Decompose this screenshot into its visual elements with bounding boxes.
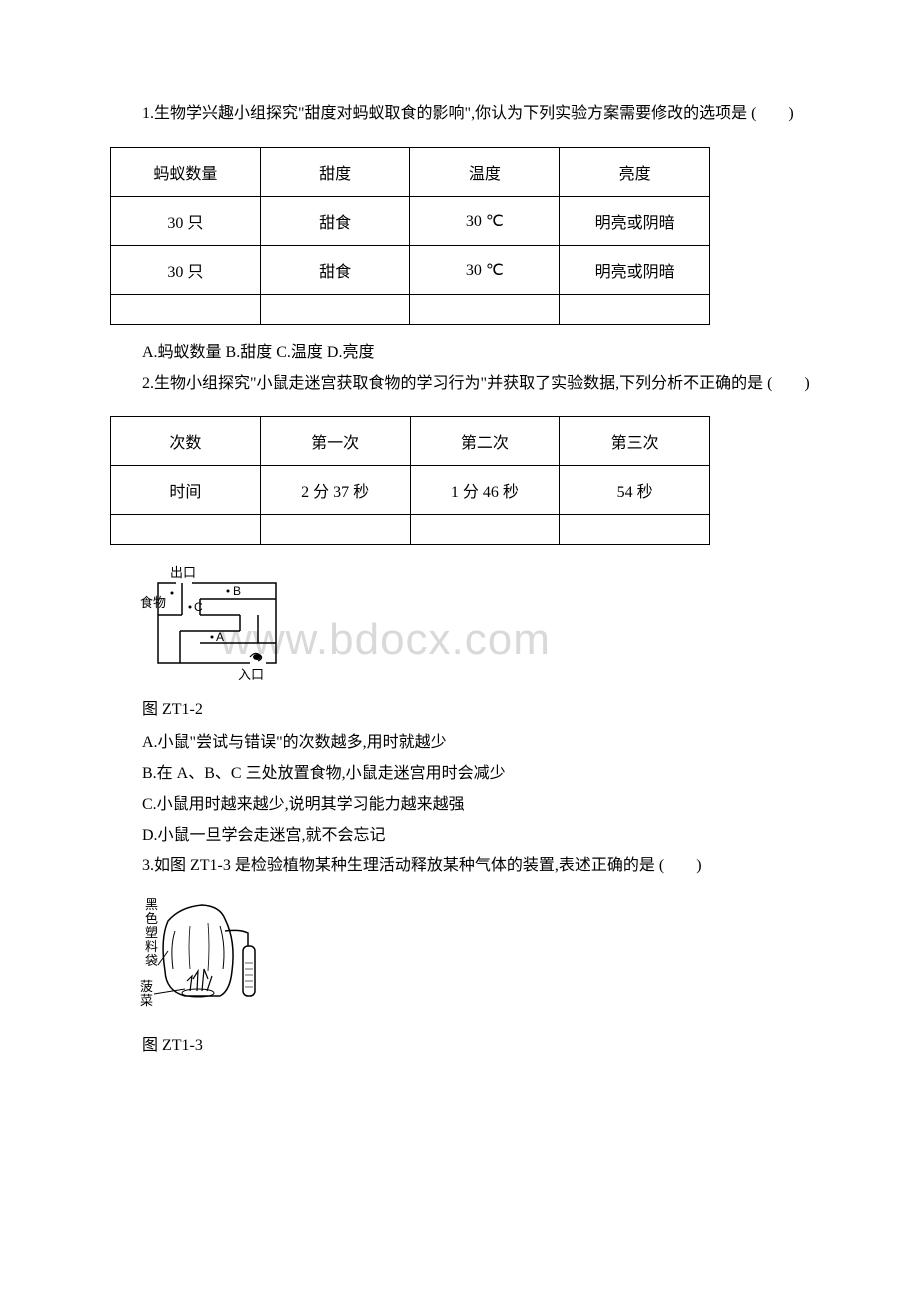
maze-exit-label: 出口 <box>170 565 196 580</box>
maze-dot <box>211 636 214 639</box>
question-2-table: 次数 第一次 第二次 第三次 时间 2 分 37 秒 1 分 46 秒 54 秒 <box>110 416 710 545</box>
maze-dot <box>171 592 174 595</box>
table-cell: 30 ℃ <box>410 245 560 294</box>
document-content: 1.生物学兴趣小组探究"甜度对蚂蚁取食的影响",你认为下列实验方案需要修改的选项… <box>110 100 810 1061</box>
table-cell: 30 ℃ <box>410 196 560 245</box>
table-cell <box>410 515 560 545</box>
maze-point-c: C <box>194 600 203 614</box>
table-cell: 第三次 <box>560 417 710 466</box>
bag-label-2: 色 <box>145 911 158 926</box>
tube-connector <box>225 931 248 947</box>
table-cell: 30 只 <box>111 196 261 245</box>
table-row: 时间 2 分 37 秒 1 分 46 秒 54 秒 <box>111 466 710 515</box>
question-1-options: A.蚂蚁数量 B.甜度 C.温度 D.亮度 <box>110 339 810 368</box>
maze-food-label: 食物 <box>140 595 166 610</box>
table-cell: 甜食 <box>260 245 410 294</box>
question-2-option-b: B.在 A、B、C 三处放置食物,小鼠走迷宫用时会减少 <box>110 760 810 789</box>
table-cell <box>260 294 410 324</box>
table-cell <box>560 294 710 324</box>
bag-label-3: 塑 <box>145 925 158 940</box>
question-1-text: 1.生物学兴趣小组探究"甜度对蚂蚁取食的影响",你认为下列实验方案需要修改的选项… <box>110 100 810 129</box>
spinach-plant <box>187 969 212 991</box>
spinach-label-2: 菜 <box>140 993 153 1008</box>
plant-apparatus-figure: 黑 色 塑 料 袋 菠 菜 <box>140 891 290 1021</box>
bag-fold <box>172 931 175 969</box>
table-cell: 温度 <box>410 147 560 196</box>
table-cell: 30 只 <box>111 245 261 294</box>
table-cell: 明亮或阴暗 <box>560 196 710 245</box>
question-1-table: 蚂蚁数量 甜度 温度 亮度 30 只 甜食 30 ℃ 明亮或阴暗 30 只 甜食… <box>110 147 710 325</box>
table-row <box>111 294 710 324</box>
figure-1-caption: 图 ZT1-2 <box>110 696 810 725</box>
bag-label-5: 袋 <box>145 953 158 968</box>
question-2-option-c: C.小鼠用时越来越少,说明其学习能力越来越强 <box>110 791 810 820</box>
table-cell <box>111 515 261 545</box>
table-row: 次数 第一次 第二次 第三次 <box>111 417 710 466</box>
question-2-option-a: A.小鼠"尝试与错误"的次数越多,用时就越少 <box>110 729 810 758</box>
bag-fold <box>189 926 190 969</box>
mouse-body <box>253 654 261 660</box>
figure-2-caption: 图 ZT1-3 <box>110 1032 810 1061</box>
plastic-bag <box>163 905 233 996</box>
question-2-option-d: D.小鼠一旦学会走迷宫,就不会忘记 <box>110 822 810 851</box>
table-cell: 54 秒 <box>560 466 710 515</box>
table-cell: 2 分 37 秒 <box>260 466 410 515</box>
table-cell: 1 分 46 秒 <box>410 466 560 515</box>
table-cell: 次数 <box>111 417 261 466</box>
table-cell <box>260 515 410 545</box>
maze-point-a: A <box>216 630 224 644</box>
maze-dot <box>189 606 192 609</box>
bag-fold <box>208 923 209 971</box>
table-row: 蚂蚁数量 甜度 温度 亮度 <box>111 147 710 196</box>
bag-label-1: 黑 <box>145 897 158 912</box>
maze-point-b: B <box>233 584 241 598</box>
table-row: 30 只 甜食 30 ℃ 明亮或阴暗 <box>111 245 710 294</box>
bag-label-4: 料 <box>145 939 158 954</box>
question-2-text: 2.生物小组探究"小鼠走迷宫获取食物的学习行为"并获取了实验数据,下列分析不正确… <box>110 370 810 399</box>
table-cell: 时间 <box>111 466 261 515</box>
table-cell <box>560 515 710 545</box>
table-cell <box>111 294 261 324</box>
maze-dot <box>227 590 230 593</box>
leader-line <box>154 989 185 994</box>
maze-entry-label: 入口 <box>238 667 264 682</box>
maze-figure: 出口 B C A 食物 入口 <box>140 565 288 685</box>
table-cell: 第一次 <box>260 417 410 466</box>
spinach-label-1: 菠 <box>140 979 153 994</box>
table-cell: 明亮或阴暗 <box>560 245 710 294</box>
table-row <box>111 515 710 545</box>
question-3-text: 3.如图 ZT1-3 是检验植物某种生理活动释放某种气体的装置,表述正确的是 (… <box>110 852 810 881</box>
table-cell: 亮度 <box>560 147 710 196</box>
table-cell: 蚂蚁数量 <box>111 147 261 196</box>
table-cell: 甜度 <box>260 147 410 196</box>
table-cell <box>410 294 560 324</box>
test-tube <box>243 946 255 996</box>
table-row: 30 只 甜食 30 ℃ 明亮或阴暗 <box>111 196 710 245</box>
table-cell: 第二次 <box>410 417 560 466</box>
bag-fold <box>220 926 224 969</box>
table-cell: 甜食 <box>260 196 410 245</box>
